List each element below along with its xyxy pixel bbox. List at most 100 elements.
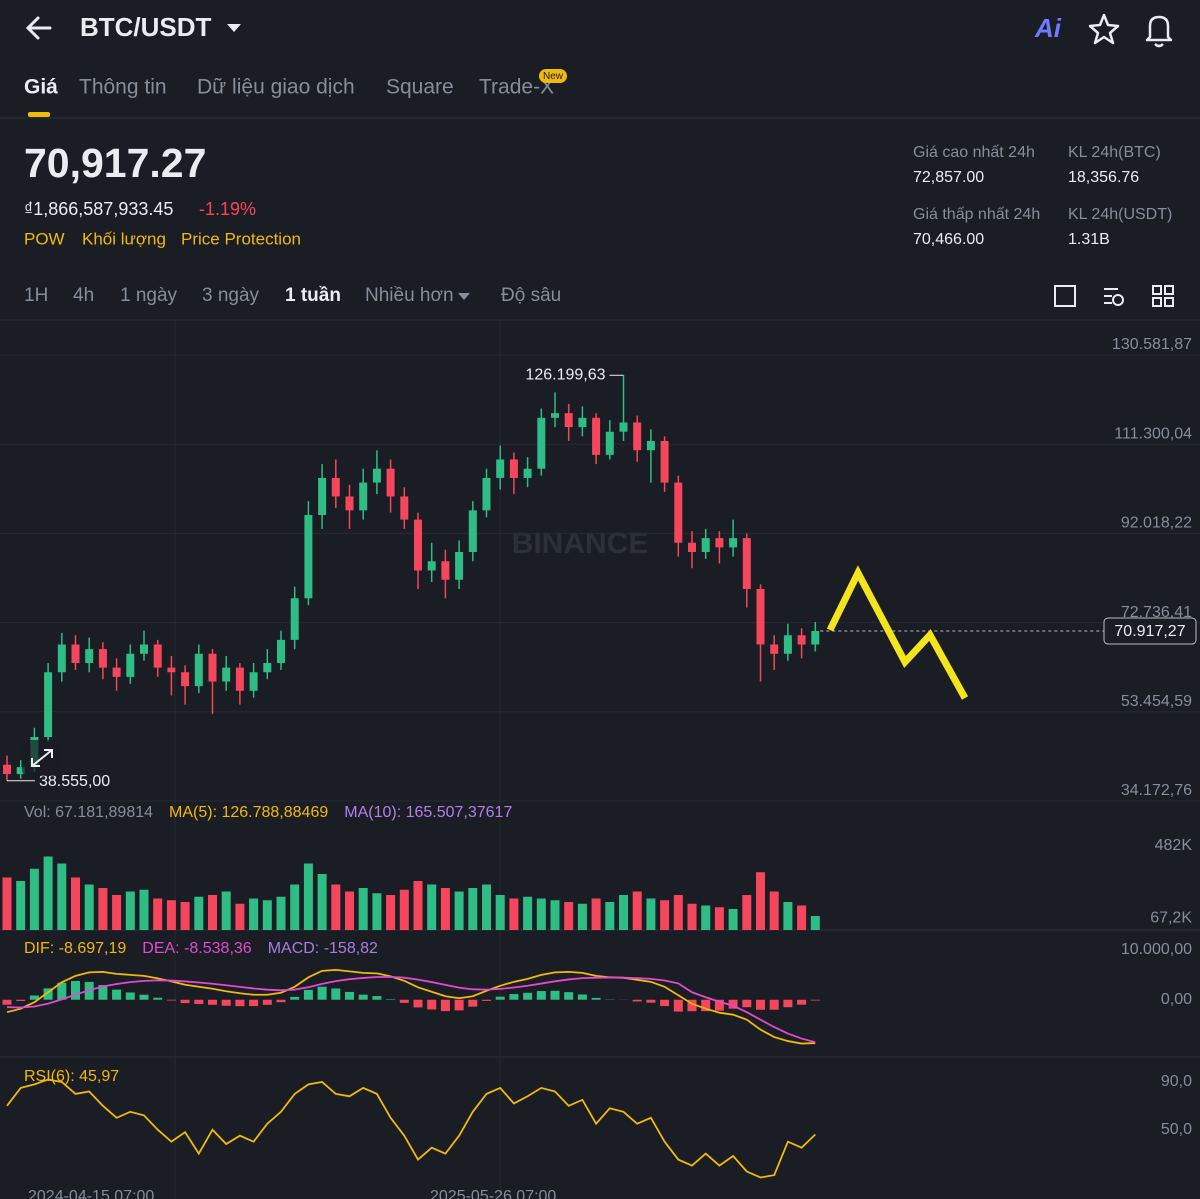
last-price-box bbox=[1103, 617, 1197, 645]
expand-icon bbox=[31, 749, 53, 767]
candle-body bbox=[646, 440, 655, 451]
alert-button[interactable] bbox=[1145, 15, 1173, 48]
volume-bar bbox=[57, 863, 67, 930]
macd-bar bbox=[756, 999, 765, 1010]
volume-bar bbox=[208, 895, 217, 930]
interval[interactable]: Độ sâu bbox=[501, 285, 561, 306]
volume-bar bbox=[372, 893, 382, 930]
macd-bar bbox=[208, 999, 217, 1005]
macd-bar bbox=[180, 999, 190, 1004]
volume-bar bbox=[660, 900, 670, 930]
candle-body bbox=[57, 644, 66, 673]
low-label: 38.555,00 bbox=[39, 773, 110, 790]
macd-bar bbox=[783, 999, 793, 1008]
candle-body bbox=[756, 588, 765, 645]
volume-bar bbox=[673, 895, 683, 930]
candle-body bbox=[633, 422, 642, 451]
volume-bar bbox=[440, 888, 450, 930]
candle-body bbox=[674, 482, 683, 543]
volume-bar bbox=[646, 898, 656, 930]
volume-bar bbox=[166, 900, 176, 930]
interval[interactable]: 1 ngày bbox=[120, 285, 178, 306]
high-label: 126.199,63 bbox=[525, 366, 605, 383]
tag[interactable]: POW bbox=[24, 229, 65, 248]
tool-icon[interactable] bbox=[1054, 285, 1076, 307]
interval[interactable]: 3 ngày bbox=[202, 285, 260, 306]
pair-dropdown[interactable] bbox=[227, 24, 241, 32]
stat-label: KL 24h(BTC) bbox=[1068, 144, 1161, 161]
macd-bar bbox=[221, 999, 231, 1006]
volume-bar bbox=[221, 891, 231, 930]
volume-bar bbox=[797, 905, 807, 930]
macd-bar bbox=[358, 994, 368, 1000]
volume-bar bbox=[84, 884, 94, 930]
candle-body bbox=[468, 510, 477, 552]
volume-bar bbox=[317, 874, 327, 930]
favorite-button[interactable] bbox=[1088, 13, 1120, 45]
macd-bar bbox=[125, 992, 135, 1000]
macd-bar bbox=[673, 999, 683, 1012]
volume-bar bbox=[509, 898, 519, 930]
volume-bar bbox=[605, 902, 615, 930]
legend-item: RSI(6): 45,97 bbox=[24, 1068, 119, 1085]
fiat-price: ₫1,866,587,933.45 bbox=[24, 199, 173, 219]
volume-bar bbox=[386, 895, 396, 930]
stat-value: 72,857.00 bbox=[913, 169, 984, 186]
y-tick-label: 130.581,87 bbox=[1112, 336, 1192, 353]
macd-bar bbox=[577, 994, 587, 1000]
interval[interactable]: 1H bbox=[24, 285, 48, 306]
tool-icon[interactable] bbox=[1104, 288, 1118, 304]
candle-body bbox=[551, 413, 559, 418]
volume-bar bbox=[43, 856, 53, 930]
macd-bar bbox=[249, 999, 259, 1007]
candle-body bbox=[263, 663, 272, 673]
tag[interactable]: Price Protection bbox=[181, 229, 301, 248]
volume-bar bbox=[632, 891, 642, 930]
macd-bar bbox=[317, 986, 327, 1000]
tab[interactable]: Giá bbox=[24, 76, 58, 99]
candle-body bbox=[414, 519, 422, 571]
volume-bar bbox=[235, 903, 245, 930]
tab[interactable]: Square bbox=[386, 76, 454, 99]
candle-body bbox=[345, 496, 354, 511]
macd-bar bbox=[386, 999, 396, 1000]
pair-title[interactable]: BTC/USDT bbox=[80, 12, 212, 42]
macd-bar bbox=[591, 997, 601, 1000]
candle-body bbox=[660, 440, 669, 483]
volume-bar bbox=[591, 898, 601, 930]
back-button[interactable] bbox=[25, 16, 52, 40]
price-change: -1.19% bbox=[199, 199, 256, 219]
tab[interactable]: Dữ liệu giao dịch bbox=[197, 76, 355, 99]
macd-bar bbox=[742, 999, 752, 1008]
interval[interactable]: 1 tuần bbox=[285, 285, 341, 306]
macd-bar bbox=[728, 999, 738, 1009]
candle-body bbox=[619, 422, 628, 432]
candle-body bbox=[331, 477, 340, 497]
volume-bar bbox=[714, 907, 724, 930]
candle-body bbox=[372, 468, 381, 483]
volume-bar bbox=[550, 900, 560, 930]
volume-bar bbox=[454, 891, 464, 930]
volume-bar bbox=[728, 909, 738, 930]
interval[interactable]: 4h bbox=[73, 285, 94, 306]
candle-body bbox=[277, 639, 285, 664]
tab[interactable]: Trade-X bbox=[479, 76, 554, 99]
tag[interactable]: Khối lượng bbox=[82, 229, 166, 248]
candle-body bbox=[715, 538, 724, 548]
macd-bar bbox=[564, 992, 574, 1000]
candle-body bbox=[181, 672, 190, 687]
y-tick-label: 67,2K bbox=[1150, 909, 1192, 926]
tool-icon[interactable] bbox=[1152, 285, 1174, 307]
interval[interactable]: Nhiều hơn bbox=[365, 285, 454, 306]
macd-bar bbox=[810, 999, 820, 1001]
y-tick-label: 34.172,76 bbox=[1121, 782, 1192, 799]
tab-indicator bbox=[28, 112, 50, 117]
candle-body bbox=[523, 468, 532, 478]
candle-body bbox=[564, 413, 573, 428]
y-tick-label: 72.736,41 bbox=[1121, 604, 1192, 621]
more-dropdown[interactable] bbox=[458, 293, 470, 300]
tool-icon[interactable] bbox=[1112, 294, 1124, 306]
tab[interactable]: Thông tin bbox=[79, 76, 167, 99]
plot: 130.581,87 111.300,04 92.018,22 72.736,41 53… bbox=[0, 336, 1200, 1199]
ai-button[interactable]: Ai bbox=[1034, 13, 1062, 43]
